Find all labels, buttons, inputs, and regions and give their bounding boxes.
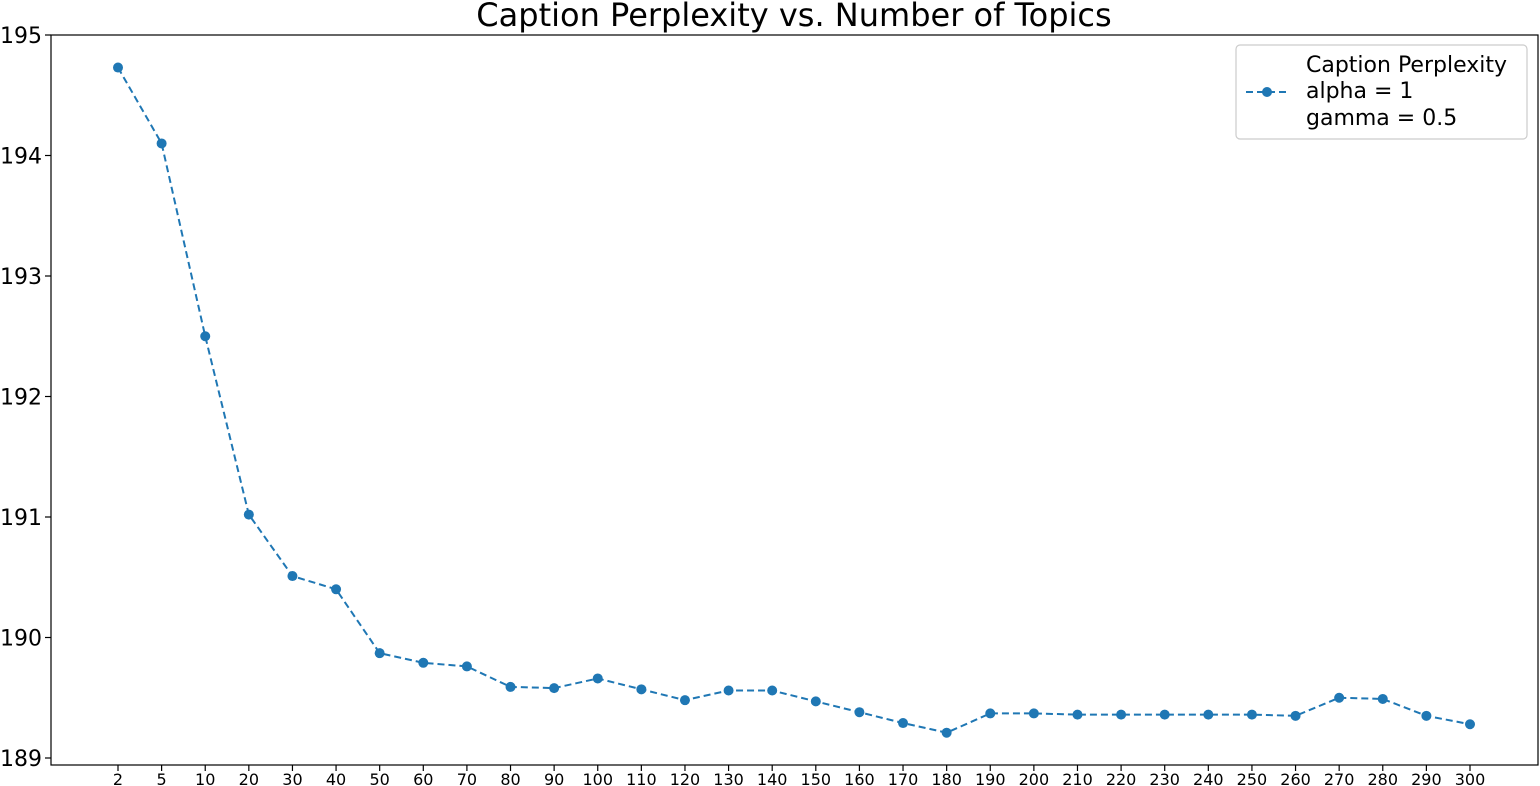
data-point [1334,692,1345,703]
x-tick-label: 2 [113,770,123,786]
x-tick-label: 200 [1019,770,1050,786]
data-point [461,661,472,672]
x-tick-label: 300 [1455,770,1486,786]
x-tick-label: 100 [582,770,613,786]
data-point [1377,693,1388,704]
data-point [767,685,778,696]
y-tick-label: 191 [0,506,42,531]
data-point [1028,708,1039,719]
data-point [418,657,429,668]
legend-label-series: Caption Perplexity [1306,53,1507,78]
x-tick-label: 90 [544,770,564,786]
x-tick-label: 170 [888,770,919,786]
data-point [898,718,909,729]
x-tick-label: 20 [239,770,259,786]
data-point [1072,709,1083,720]
data-point [723,685,734,696]
data-point [679,695,690,706]
x-tick-label: 210 [1062,770,1093,786]
x-tick-label: 5 [157,770,167,786]
x-tick-label: 180 [931,770,962,786]
x-tick-label: 140 [757,770,788,786]
data-point [636,684,647,695]
data-point [1203,709,1214,720]
x-tick-label: 110 [626,770,657,786]
data-point [1421,710,1432,721]
data-point [549,683,560,694]
legend-marker [1262,87,1272,97]
x-tick-label: 240 [1193,770,1224,786]
x-tick-label: 250 [1237,770,1268,786]
x-tick-label: 150 [801,770,832,786]
series-layer [113,62,1475,738]
x-tick-label: 50 [369,770,389,786]
data-point [243,509,254,520]
x-tick-label: 60 [413,770,433,786]
data-point [505,681,516,692]
chart-title: Caption Perplexity vs. Number of Topics [476,0,1111,34]
data-point [287,571,298,582]
x-tick-label: 280 [1368,770,1399,786]
x-tick-label: 10 [195,770,215,786]
legend-box [1235,44,1528,140]
data-point [156,138,167,149]
data-point [592,673,603,684]
y-tick-label: 192 [0,386,42,411]
y-tick-label: 195 [0,24,42,49]
y-tick-label: 189 [0,747,42,772]
data-point [1290,710,1301,721]
data-point [985,708,996,719]
x-tick-label: 290 [1411,770,1442,786]
x-axis: 2 5 10 20 30 40 50 60 70 80 90 100 110 120 130 140 150 16… [113,765,1485,786]
legend: Caption Perplexity alpha = 1 gamma = 0.5 [1235,44,1528,140]
data-point [374,648,385,659]
legend-label-alpha: alpha = 1 [1306,79,1413,104]
x-tick-label: 130 [713,770,744,786]
y-tick-label: 194 [0,145,42,170]
data-point [941,727,952,738]
data-point [854,707,865,718]
y-tick-label: 190 [0,627,42,652]
x-tick-label: 270 [1324,770,1355,786]
y-tick-label: 193 [0,265,42,290]
data-point [200,331,211,342]
data-point [1465,719,1475,730]
y-axis: 189 190 191 192 193 194 195 [0,24,51,772]
x-tick-label: 220 [1106,770,1137,786]
x-tick-label: 80 [500,770,520,786]
series-line [117,67,1471,734]
plot-frame [50,34,1539,766]
x-tick-label: 40 [326,770,346,786]
x-tick-label: 30 [282,770,302,786]
x-tick-label: 70 [457,770,477,786]
x-tick-label: 260 [1280,770,1311,786]
data-point [1246,709,1257,720]
data-point [331,584,342,595]
x-tick-label: 230 [1149,770,1180,786]
data-point [1116,709,1127,720]
x-tick-label: 190 [975,770,1006,786]
x-tick-label: 120 [670,770,701,786]
data-point [1159,709,1170,720]
legend-label-gamma: gamma = 0.5 [1306,106,1457,131]
x-tick-label: 160 [844,770,875,786]
data-point [810,696,821,707]
data-point [113,62,123,73]
